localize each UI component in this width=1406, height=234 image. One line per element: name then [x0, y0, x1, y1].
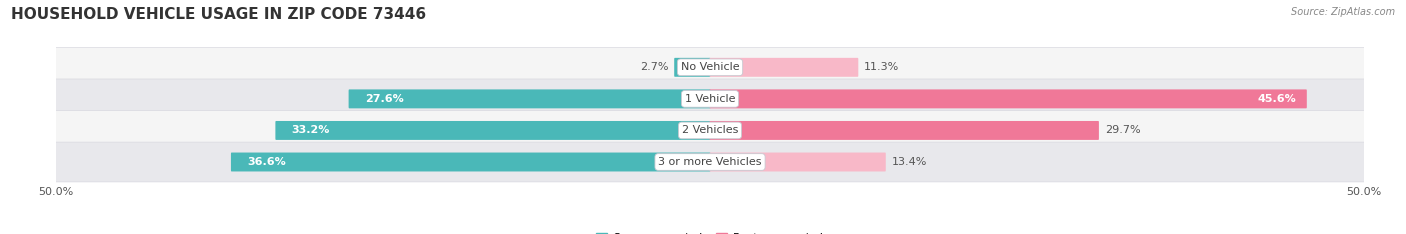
Text: 27.6%: 27.6%	[364, 94, 404, 104]
FancyBboxPatch shape	[710, 121, 1099, 140]
FancyBboxPatch shape	[55, 48, 1365, 87]
Text: 45.6%: 45.6%	[1257, 94, 1296, 104]
Text: 2 Vehicles: 2 Vehicles	[682, 125, 738, 135]
FancyBboxPatch shape	[55, 110, 1365, 150]
Text: No Vehicle: No Vehicle	[681, 62, 740, 72]
Text: 29.7%: 29.7%	[1105, 125, 1140, 135]
Text: 1 Vehicle: 1 Vehicle	[685, 94, 735, 104]
Text: 36.6%: 36.6%	[247, 157, 285, 167]
Legend: Owner-occupied, Renter-occupied: Owner-occupied, Renter-occupied	[592, 229, 828, 234]
Text: 11.3%: 11.3%	[865, 62, 900, 72]
Text: HOUSEHOLD VEHICLE USAGE IN ZIP CODE 73446: HOUSEHOLD VEHICLE USAGE IN ZIP CODE 7344…	[11, 7, 426, 22]
FancyBboxPatch shape	[710, 58, 858, 77]
Text: Source: ZipAtlas.com: Source: ZipAtlas.com	[1291, 7, 1395, 17]
FancyBboxPatch shape	[231, 153, 710, 172]
Text: 13.4%: 13.4%	[891, 157, 927, 167]
FancyBboxPatch shape	[675, 58, 710, 77]
FancyBboxPatch shape	[276, 121, 710, 140]
FancyBboxPatch shape	[55, 142, 1365, 182]
Text: 3 or more Vehicles: 3 or more Vehicles	[658, 157, 762, 167]
Text: 2.7%: 2.7%	[640, 62, 668, 72]
FancyBboxPatch shape	[710, 89, 1306, 108]
FancyBboxPatch shape	[55, 79, 1365, 119]
Text: 33.2%: 33.2%	[291, 125, 330, 135]
FancyBboxPatch shape	[349, 89, 710, 108]
FancyBboxPatch shape	[710, 153, 886, 172]
